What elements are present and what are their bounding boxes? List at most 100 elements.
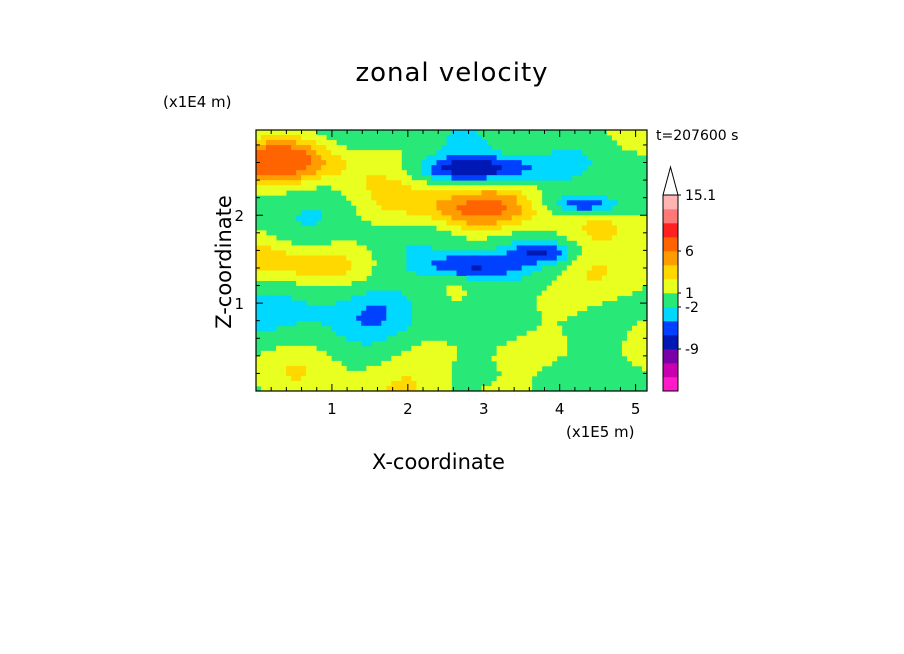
field-cell — [551, 320, 558, 327]
field-cell — [316, 145, 322, 151]
field-cell — [326, 310, 332, 317]
field-cell — [471, 260, 477, 266]
field-cell — [616, 225, 623, 231]
field-cell — [471, 215, 477, 221]
field-cell — [491, 275, 498, 281]
field-cell — [606, 240, 613, 246]
field-cell — [496, 375, 503, 382]
field-cell — [391, 195, 397, 201]
field-cell — [611, 280, 618, 286]
field-cell — [451, 345, 457, 352]
field-cell — [401, 310, 407, 317]
field-cell — [281, 250, 287, 256]
field-cell — [376, 185, 382, 191]
field-cell — [561, 285, 568, 292]
field-cell — [346, 150, 352, 156]
field-cell — [576, 225, 583, 231]
field-cell — [401, 305, 407, 312]
field-cell — [541, 310, 548, 317]
x-tick-label: 2 — [403, 400, 413, 418]
field-cell — [271, 325, 277, 332]
field-cell — [566, 300, 573, 307]
field-cell — [326, 385, 332, 391]
field-cell — [451, 225, 457, 231]
field-cell — [471, 140, 477, 146]
field-cell — [631, 350, 638, 357]
field-cell — [596, 200, 603, 206]
field-cell — [281, 155, 287, 161]
field-cell — [401, 200, 407, 206]
field-cell — [501, 355, 508, 362]
field-cell — [641, 250, 647, 256]
field-cell — [586, 225, 593, 231]
field-cell — [381, 370, 387, 377]
field-cell — [591, 235, 598, 241]
field-cell — [586, 265, 593, 271]
field-cell — [261, 130, 267, 136]
field-cell — [546, 325, 553, 332]
field-cell — [261, 175, 267, 181]
field-cell — [271, 370, 277, 377]
field-cell — [426, 200, 432, 206]
field-cell — [606, 280, 613, 286]
field-cell — [501, 210, 508, 216]
field-cell — [411, 260, 417, 266]
field-cell — [306, 370, 312, 377]
field-cell — [421, 350, 427, 357]
field-cell — [496, 345, 503, 352]
field-cell — [291, 305, 297, 312]
field-cell — [541, 305, 548, 312]
field-cell — [296, 300, 302, 307]
field-cell — [561, 245, 568, 251]
field-cell — [466, 250, 472, 256]
field-cell — [261, 180, 267, 186]
field-cell — [376, 190, 382, 196]
field-cell — [281, 380, 287, 387]
field-cell — [386, 330, 392, 337]
field-cell — [551, 330, 558, 337]
field-cell — [351, 240, 357, 246]
field-cell — [391, 165, 397, 171]
field-cell — [541, 155, 548, 161]
field-cell — [621, 290, 628, 297]
field-cell — [606, 295, 613, 302]
field-cell — [286, 360, 292, 367]
field-cell — [631, 140, 638, 146]
field-cell — [471, 255, 477, 261]
field-cell — [331, 160, 337, 166]
field-cell — [376, 165, 382, 171]
field-cell — [521, 225, 528, 231]
field-cell — [556, 330, 563, 337]
field-cell — [506, 255, 513, 261]
field-cell — [266, 325, 272, 332]
field-cell — [471, 175, 477, 181]
x-tick-label: 4 — [555, 400, 565, 418]
field-cell — [471, 195, 477, 201]
field-cell — [611, 215, 618, 221]
field-cell — [436, 370, 442, 377]
field-cell — [546, 260, 553, 266]
field-cell — [551, 335, 558, 342]
field-cell — [311, 215, 317, 221]
field-cell — [501, 265, 508, 271]
field-cell — [526, 210, 533, 216]
field-cell — [386, 310, 392, 317]
field-cell — [406, 260, 412, 266]
field-cell — [431, 215, 437, 221]
field-cell — [276, 180, 282, 186]
field-cell — [641, 320, 647, 327]
field-cell — [311, 210, 317, 216]
field-cell — [331, 170, 337, 176]
field-cell — [286, 365, 292, 372]
field-cell — [361, 260, 367, 266]
field-cell — [526, 155, 533, 161]
field-cell — [386, 290, 392, 297]
field-cell — [491, 230, 498, 236]
field-cell — [421, 165, 427, 171]
field-cell — [341, 325, 347, 332]
field-cell — [636, 150, 643, 156]
field-cell — [386, 375, 392, 382]
field-cell — [481, 155, 487, 161]
field-cell — [616, 130, 623, 136]
field-cell — [516, 170, 523, 176]
